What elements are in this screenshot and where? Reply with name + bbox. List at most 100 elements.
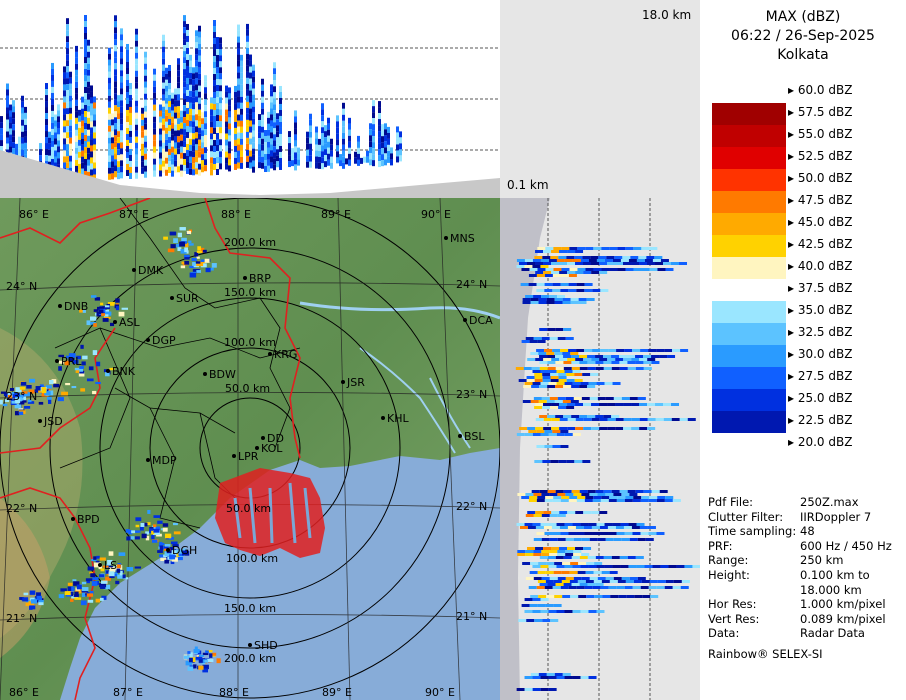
map-echo-cell xyxy=(79,309,86,313)
top-echo-cell xyxy=(177,148,180,155)
top-echo-cell xyxy=(159,146,162,153)
right-echo-cell xyxy=(528,586,537,589)
top-echo-cell xyxy=(90,169,93,176)
top-echo-cell xyxy=(186,161,189,168)
top-echo-cell xyxy=(357,159,360,166)
top-echo-cell xyxy=(225,85,228,92)
right-echo-cell xyxy=(536,445,545,448)
top-echo-cell xyxy=(84,51,87,58)
top-echo-cell xyxy=(237,84,240,91)
top-echo-cell xyxy=(168,154,171,161)
top-echo-cell xyxy=(21,107,24,114)
top-echo-cell xyxy=(180,164,183,171)
right-echo-cell xyxy=(576,586,585,589)
right-echo-cell xyxy=(522,298,531,301)
top-echo-cell xyxy=(237,66,240,73)
map-echo-cell xyxy=(80,600,87,606)
map-echo-cell xyxy=(196,261,204,267)
map-echo-cell xyxy=(197,246,202,251)
right-echo-cell xyxy=(612,565,621,568)
right-echo-cell xyxy=(588,610,597,613)
top-echo-cell xyxy=(261,78,264,85)
info-value: 0.089 km/pixel xyxy=(800,611,886,626)
right-echo-cell xyxy=(550,619,559,622)
top-echo-cell xyxy=(318,138,321,145)
top-echo-cell xyxy=(324,131,327,138)
map-echo-cell xyxy=(216,658,221,664)
map-echo-cell xyxy=(104,316,111,319)
top-echo-cell xyxy=(216,48,219,55)
top-echo-cell xyxy=(378,113,381,120)
top-echo-cell xyxy=(6,101,9,108)
map-echo-cell xyxy=(207,658,214,662)
top-echo-cell xyxy=(204,129,207,136)
top-echo-cell xyxy=(249,66,252,73)
right-echo-cell xyxy=(555,355,564,358)
right-echo-cell xyxy=(588,523,597,526)
top-echo-cell xyxy=(216,72,219,79)
top-echo-cell xyxy=(66,78,69,85)
top-echo-cell xyxy=(213,128,216,135)
map-echo-cell xyxy=(75,369,80,373)
top-echo-cell xyxy=(165,109,168,116)
right-echo-cell xyxy=(641,580,650,583)
map-echo-cell xyxy=(90,573,96,578)
right-echo-cell xyxy=(560,499,569,502)
map-echo-cell xyxy=(157,520,163,524)
map-echo-cell xyxy=(121,307,129,310)
top-echo-cell xyxy=(177,94,180,101)
top-echo-cell xyxy=(330,144,333,151)
top-echo-cell xyxy=(177,142,180,149)
top-echo-cell xyxy=(369,159,372,166)
top-echo-cell xyxy=(135,46,138,53)
top-echo-cell xyxy=(174,160,177,167)
right-echo-cell xyxy=(603,415,612,418)
top-echo-cell xyxy=(66,90,69,97)
top-echo-cell xyxy=(198,61,201,68)
map-echo-cell xyxy=(140,522,145,527)
right-echo-cell xyxy=(524,688,533,691)
top-echo-cell xyxy=(183,33,186,40)
right-echo-cell xyxy=(562,352,571,355)
info-value: 1.000 km/pixel xyxy=(800,597,886,612)
top-echo-cell xyxy=(225,91,228,98)
right-echo-cell xyxy=(565,538,574,541)
top-echo-cell xyxy=(378,143,381,150)
map-echo-cell xyxy=(18,408,24,411)
info-sidebar: MAX (dBZ) 06:22 / 26-Sep-2025 Kolkata ▸ … xyxy=(700,0,906,700)
top-echo-cell xyxy=(210,145,213,152)
map-echo-cell xyxy=(186,230,192,235)
station-label: ASL xyxy=(119,316,141,329)
top-echo-cell xyxy=(183,27,186,34)
top-echo-cell xyxy=(279,151,282,158)
right-echo-cell xyxy=(585,268,594,271)
top-echo-cell xyxy=(81,114,84,121)
map-echo-cell xyxy=(4,399,10,403)
right-echo-cell xyxy=(623,526,632,529)
top-echo-cell xyxy=(186,113,189,120)
right-echo-cell xyxy=(581,538,590,541)
right-echo-cell xyxy=(639,358,648,361)
right-echo-cell xyxy=(647,403,656,406)
top-echo-cell xyxy=(198,151,201,158)
map-echo-cell xyxy=(100,585,106,589)
lon-top-90: 90° E xyxy=(421,208,451,221)
right-echo-cell xyxy=(640,586,649,589)
top-echo-cell xyxy=(87,111,90,118)
top-echo-cell xyxy=(219,103,222,110)
top-echo-cell xyxy=(204,81,207,88)
top-echo-cell xyxy=(0,128,3,135)
right-echo-cell xyxy=(540,382,549,385)
right-echo-cell xyxy=(524,382,533,385)
map-echo-cell xyxy=(135,517,142,522)
lat-left-22: 22° N xyxy=(6,502,37,515)
top-echo-cell xyxy=(87,159,90,166)
top-echo-cell xyxy=(186,65,189,72)
top-echo-cell xyxy=(237,108,240,115)
right-echo-cell xyxy=(544,586,553,589)
top-echo-cell xyxy=(144,171,147,178)
top-echo-cell xyxy=(9,116,12,123)
right-echo-cell xyxy=(524,610,533,613)
right-echo-cell xyxy=(684,565,693,568)
top-echo-cell xyxy=(183,135,186,142)
